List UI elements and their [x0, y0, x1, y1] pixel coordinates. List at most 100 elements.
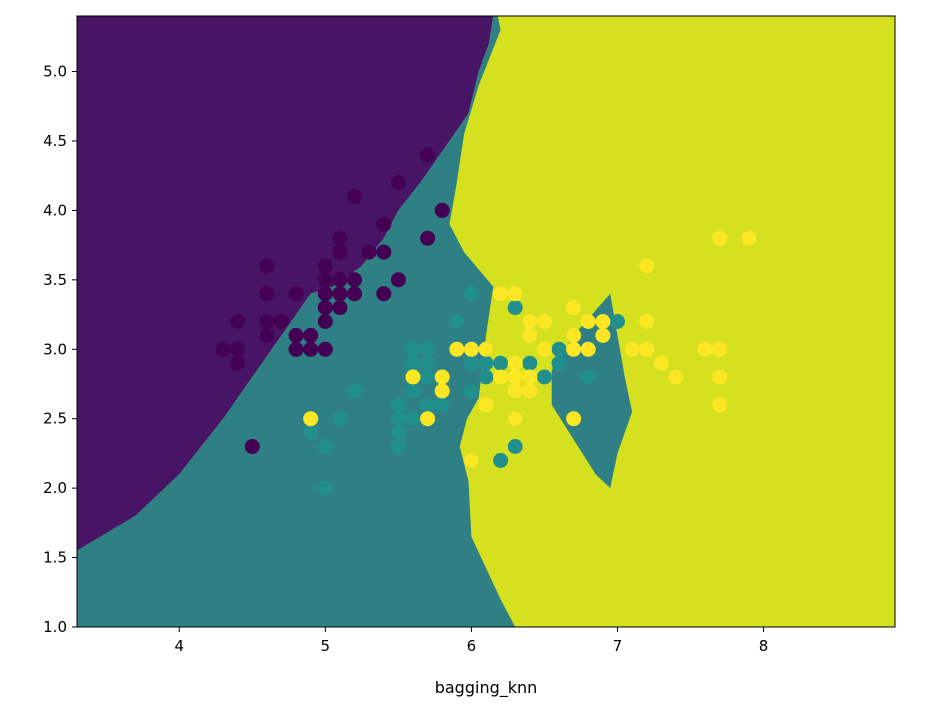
point-class-1-29 — [493, 355, 509, 371]
point-class-1-6 — [390, 425, 406, 441]
point-class-1-37 — [551, 341, 567, 357]
point-class-2-16 — [507, 286, 523, 302]
x-tick-label-3: 7 — [613, 637, 623, 655]
point-class-0-34 — [390, 272, 406, 288]
point-class-1-16 — [420, 341, 436, 357]
point-class-0-11 — [288, 327, 304, 343]
point-class-0-29 — [347, 189, 362, 204]
point-class-0-16 — [317, 341, 333, 357]
x-axis-title: bagging_knn — [435, 678, 538, 698]
point-class-2-21 — [536, 341, 552, 357]
point-class-2-28 — [580, 314, 596, 329]
point-class-0-14 — [303, 341, 319, 357]
point-class-2-12 — [507, 411, 523, 427]
point-class-1-17 — [434, 397, 450, 413]
point-class-1-1 — [317, 480, 333, 496]
point-class-1-26 — [478, 355, 494, 371]
point-class-2-3 — [434, 383, 450, 399]
point-class-1-10 — [405, 383, 421, 399]
point-class-0-37 — [420, 147, 436, 163]
point-class-1-32 — [507, 300, 523, 316]
point-class-2-9 — [478, 341, 494, 357]
point-class-2-33 — [639, 314, 655, 329]
decision-regions — [77, 16, 633, 627]
point-class-1-30 — [507, 439, 523, 454]
x-tick-label-1: 5 — [321, 637, 331, 655]
x-axis: 4 5 6 7 8 — [174, 627, 768, 655]
point-class-2-37 — [697, 341, 713, 357]
plot-frame — [76, 15, 896, 628]
point-class-1-0 — [303, 425, 319, 441]
point-class-2-34 — [639, 258, 655, 274]
point-class-0-7 — [259, 286, 275, 302]
point-class-1-2 — [317, 439, 333, 454]
point-class-0-31 — [376, 286, 392, 302]
point-class-0-28 — [347, 272, 362, 288]
point-class-0-32 — [376, 244, 392, 260]
point-class-0-25 — [332, 244, 348, 260]
point-class-1-7 — [390, 411, 406, 427]
point-class-2-39 — [712, 369, 728, 385]
y-tick-label-1: 1.5 — [43, 549, 67, 567]
point-class-1-4 — [347, 383, 362, 399]
point-class-2-42 — [741, 230, 757, 246]
point-class-1-20 — [449, 314, 465, 329]
y-tick-label-4: 3.0 — [43, 340, 67, 358]
point-class-2-35 — [653, 355, 669, 371]
point-class-1-13 — [420, 397, 436, 413]
y-tick-label-2: 2.0 — [43, 479, 67, 497]
point-class-0-21 — [317, 258, 333, 274]
point-class-2-31 — [624, 341, 640, 357]
point-class-2-1 — [405, 369, 421, 385]
point-class-0-9 — [274, 314, 289, 329]
point-class-0-15 — [303, 327, 319, 343]
point-class-1-9 — [405, 411, 421, 427]
point-class-1-33 — [522, 355, 538, 371]
point-class-2-26 — [566, 300, 582, 316]
point-class-2-22 — [536, 314, 552, 329]
point-class-0-36 — [420, 230, 436, 246]
y-tick-label-3: 2.5 — [43, 410, 67, 428]
point-class-0-12 — [288, 286, 304, 302]
point-class-2-5 — [449, 341, 465, 357]
y-tick-label-5: 3.5 — [43, 271, 67, 289]
y-tick-label-8: 5.0 — [43, 63, 67, 81]
point-class-2-8 — [478, 397, 494, 413]
point-class-2-2 — [420, 411, 436, 427]
point-class-2-10 — [493, 369, 509, 385]
point-class-2-41 — [712, 230, 728, 246]
point-class-2-38 — [712, 397, 728, 413]
point-class-2-36 — [668, 369, 684, 385]
point-class-0-0 — [215, 341, 231, 357]
data-points — [215, 147, 757, 496]
point-class-0-8 — [259, 258, 275, 274]
point-class-0-38 — [434, 202, 450, 218]
point-class-2-23 — [566, 411, 582, 427]
point-class-2-6 — [463, 452, 479, 468]
point-class-0-19 — [317, 286, 333, 302]
point-class-1-22 — [463, 383, 479, 399]
point-class-1-14 — [420, 369, 436, 385]
point-class-0-26 — [332, 230, 348, 246]
point-class-2-40 — [712, 341, 728, 357]
region-class-0-0 — [77, 16, 494, 551]
y-tick-label-6: 4.0 — [43, 201, 67, 219]
point-class-1-24 — [463, 286, 479, 302]
point-class-2-11 — [493, 286, 509, 302]
point-class-0-18 — [317, 300, 333, 316]
point-class-1-28 — [493, 452, 509, 468]
point-class-2-7 — [463, 341, 479, 357]
point-class-1-5 — [390, 439, 406, 454]
point-class-0-6 — [259, 314, 275, 329]
point-class-2-30 — [595, 314, 611, 329]
point-class-2-24 — [566, 341, 582, 357]
point-class-2-15 — [507, 355, 523, 371]
point-class-1-3 — [332, 411, 348, 427]
point-class-1-41 — [610, 314, 625, 329]
point-class-1-8 — [390, 397, 406, 413]
point-class-0-24 — [332, 272, 348, 288]
point-class-0-2 — [230, 314, 246, 329]
point-class-2-29 — [595, 327, 611, 343]
point-class-1-35 — [536, 369, 552, 385]
y-axis: 1.0 1.5 2.0 2.5 3.0 3.5 4.0 4.5 5.0 — [43, 63, 77, 636]
